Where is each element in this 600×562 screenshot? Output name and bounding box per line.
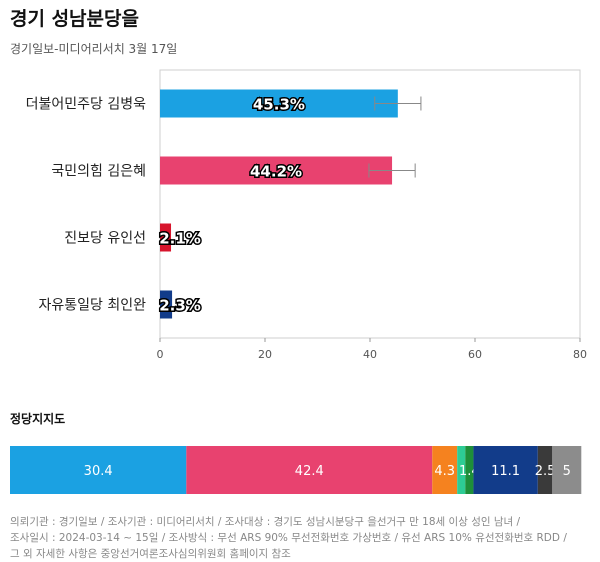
party-segment	[186, 446, 433, 494]
party-segment	[457, 446, 466, 494]
value-label: 44.2%	[250, 163, 302, 181]
party-segment	[473, 446, 538, 494]
footer-line-1: 의뢰기관 : 경기일보 / 조사기관 : 미디어리서치 / 조사대상 : 경기도…	[10, 516, 521, 528]
party-segment-label: 4.3	[434, 464, 455, 479]
party-segment-label: 30.4	[84, 464, 113, 479]
x-tick-label: 40	[363, 348, 377, 361]
party-segment-label: 11.1	[491, 464, 520, 479]
party-segment-label: 2.5	[535, 464, 556, 479]
party-segment	[465, 446, 474, 494]
value-label: 2.3%	[159, 297, 201, 315]
value-label: 45.3%	[253, 96, 305, 114]
chart-subtitle: 경기일보-미디어리서치 3월 17일	[10, 42, 178, 56]
footer-line-3: 그 외 자세한 사항은 중앙선거여론조사심의위원회 홈페이지 참조	[10, 548, 291, 560]
x-tick-label: 60	[468, 348, 482, 361]
x-tick-label: 20	[258, 348, 272, 361]
party-support-title: 정당지지도	[10, 412, 66, 426]
x-tick-label: 80	[573, 348, 587, 361]
footer-line-2: 조사일시 : 2024-03-14 ~ 15일 / 조사방식 : 무선 ARS …	[10, 532, 567, 544]
party-segment	[537, 446, 553, 494]
party-segment	[10, 446, 187, 494]
party-segment-label: 42.4	[295, 464, 324, 479]
candidate-bar	[160, 156, 393, 185]
chart-title: 경기 성남분당을	[10, 8, 139, 30]
category-label: 진보당 유인선	[64, 231, 146, 247]
value-label: 2.1%	[159, 230, 201, 248]
party-segment-label: 5	[563, 464, 571, 479]
category-label: 자유통일당 최인완	[39, 298, 147, 314]
party-segment	[552, 446, 582, 494]
category-label: 더불어민주당 김병욱	[26, 97, 146, 113]
candidate-bar	[160, 223, 172, 252]
candidate-bar	[160, 290, 173, 319]
category-label: 국민의힘 김은혜	[51, 164, 146, 180]
candidate-bar	[160, 89, 398, 118]
candidate-chart: 0 20 40 60 80 더불어민주당 김병욱 45.3% 국민의힘 김은혜 44.2% 진보당…	[10, 69, 587, 494]
survey-footer: 의뢰기관 : 경기일보 / 조사기관 : 미디어리서치 / 조사대상 : 경기도…	[10, 514, 595, 562]
x-tick-label: 0	[157, 348, 164, 361]
party-segment	[432, 446, 458, 494]
